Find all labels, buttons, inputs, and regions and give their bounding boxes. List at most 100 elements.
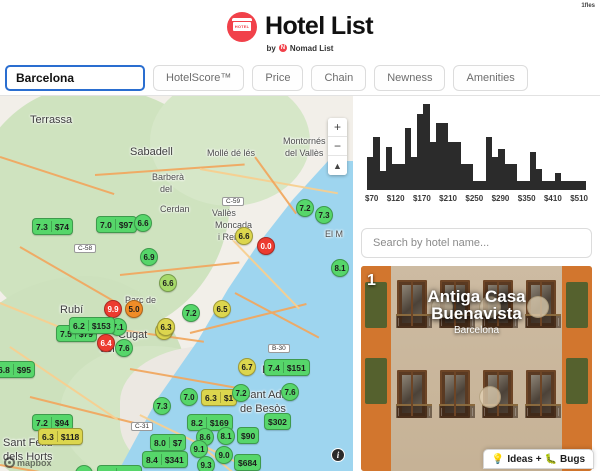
map-canvas[interactable]: Terrassa Sabadell Barberà del Mollé dé lés Mo… xyxy=(0,96,353,471)
histogram-bar xyxy=(417,114,424,190)
map-hotel-marker[interactable]: 0.0 xyxy=(257,237,275,255)
marker-score: 8.4 xyxy=(146,454,158,465)
histogram-bar xyxy=(423,104,430,190)
histogram-bar xyxy=(517,181,524,190)
filter-hotelscore[interactable]: HotelScore™ xyxy=(153,64,245,91)
histogram-bar xyxy=(485,136,492,190)
marker-price: $1 xyxy=(223,392,234,403)
map-hotel-marker[interactable]: 7.4 $151 xyxy=(264,359,310,376)
map-hotel-marker[interactable]: 8.4 $341 xyxy=(142,451,188,468)
marker-price: $74 xyxy=(54,221,70,232)
logo-sign-text: HOTEL xyxy=(233,22,252,31)
histogram-bar xyxy=(548,181,555,190)
map-hotel-marker[interactable]: 7.2 $118 xyxy=(97,465,143,471)
marker-score: 7.2 xyxy=(299,203,311,213)
histogram-bar xyxy=(398,164,405,190)
filter-chain[interactable]: Chain xyxy=(311,64,367,91)
map-hotel-marker[interactable]: $90 xyxy=(237,427,260,444)
map-hotel-marker[interactable]: 6.8 $95 xyxy=(0,361,36,378)
map-hotel-marker[interactable]: 6.6 xyxy=(235,227,253,245)
map-hotel-marker[interactable]: 9.9 xyxy=(104,300,122,318)
marker-price: $118 xyxy=(120,469,138,471)
marker-price: $341 xyxy=(164,454,184,465)
hotel-card[interactable]: 1 Antiga Casa Buenavista Barcelona xyxy=(361,266,592,471)
hotel-search xyxy=(361,228,592,258)
compass-icon[interactable]: ▲ xyxy=(328,156,347,175)
marker-separator xyxy=(282,362,284,373)
price-histogram[interactable]: $70 $120 $170 $210 $250 $290 $350 $410 $510 xyxy=(361,104,592,224)
map-place-label: Cerdan xyxy=(160,204,190,214)
map-hotel-marker[interactable]: 7.6 xyxy=(281,383,299,401)
map-hotel-marker[interactable]: 6.4 xyxy=(97,334,115,352)
city-search-input[interactable]: Barcelona xyxy=(5,64,145,91)
map-hotel-marker[interactable]: 7.2 xyxy=(232,384,250,402)
map-hotel-marker[interactable]: 7.6 xyxy=(115,339,133,357)
marker-price: $95 xyxy=(16,364,32,375)
map-hotel-marker[interactable]: 5.0 xyxy=(125,300,143,318)
map-hotel-marker[interactable]: 6.6 xyxy=(159,274,177,292)
marker-separator xyxy=(87,320,89,331)
marker-price: $302 xyxy=(268,416,287,427)
map-hotel-marker[interactable]: 6.5 xyxy=(213,300,231,318)
map-zoom-controls[interactable]: + − ▲ xyxy=(328,118,347,175)
map-info-icon[interactable]: i xyxy=(331,448,345,462)
page-title: Hotel List xyxy=(265,12,374,40)
filter-amenities[interactable]: Amenities xyxy=(453,64,528,91)
map-hotel-marker[interactable]: 7.0 $97 xyxy=(96,216,138,233)
filter-newness[interactable]: Newness xyxy=(374,64,446,91)
search-input[interactable] xyxy=(361,228,592,258)
map-hotel-marker[interactable]: 7.3 $74 xyxy=(32,218,74,235)
mapbox-logo[interactable]: mapbox xyxy=(4,457,52,468)
hotel-rank-badge: 1 xyxy=(367,272,376,289)
ideas-bugs-button[interactable]: 💡 Ideas + 🐛 Bugs xyxy=(482,449,594,469)
brand: HOTEL Hotel List xyxy=(227,11,374,42)
map-place-label: Moncada xyxy=(215,220,253,230)
marker-separator xyxy=(50,417,52,428)
marker-separator xyxy=(114,219,116,230)
map-hotel-marker[interactable]: 9.0 xyxy=(215,446,233,464)
histogram-bar xyxy=(379,171,386,190)
marker-score: 7.0 xyxy=(100,219,112,230)
facade-window xyxy=(439,280,476,328)
marker-price: $169 xyxy=(209,417,229,428)
map-hotel-marker[interactable]: 6.2 $153 xyxy=(69,317,115,334)
map-place-label: del Vallès xyxy=(285,148,324,158)
map-hotel-marker[interactable]: 7.2 xyxy=(296,199,314,217)
map-hotel-marker[interactable]: 6.3 xyxy=(157,318,175,336)
map-hotel-marker[interactable]: 6.3 $118 xyxy=(38,428,84,445)
map-hotel-marker[interactable]: $302 xyxy=(264,413,291,430)
nomadlist-icon: N xyxy=(278,44,287,52)
marker-price: $94 xyxy=(54,417,70,428)
histogram-tick-label: $120 xyxy=(386,194,405,203)
marker-score: 8.2 xyxy=(191,417,203,428)
histogram-bar xyxy=(410,157,417,190)
map-hotel-marker[interactable]: 7.3 xyxy=(315,206,333,224)
histogram-bar xyxy=(504,164,511,190)
map-hotel-marker[interactable]: 8.1 xyxy=(331,259,349,277)
map-hotel-marker[interactable]: 9.3 xyxy=(197,456,215,471)
map-hotel-marker[interactable]: 7.0 xyxy=(180,388,198,406)
marker-score: 7.2 xyxy=(101,469,113,471)
map-hotel-marker[interactable]: 7.3 xyxy=(153,397,171,415)
hotel-logo-icon: HOTEL xyxy=(227,11,258,42)
map-hotel-marker[interactable]: 8.1 xyxy=(217,427,235,445)
byline-brand[interactable]: Nomad List xyxy=(289,43,334,53)
histogram-bar xyxy=(573,181,580,190)
byline-prefix: by xyxy=(266,43,276,53)
map-hotel-marker[interactable]: 6.6 xyxy=(134,214,152,232)
histogram-bar xyxy=(554,172,561,190)
histogram-bar xyxy=(448,141,455,190)
map-hotel-marker[interactable]: 6.9 xyxy=(140,248,158,266)
histogram-bar xyxy=(579,181,586,190)
zoom-out-button[interactable]: − xyxy=(328,137,347,156)
histogram-axis-labels: $70 $120 $170 $210 $250 $290 $350 $410 $510 xyxy=(361,190,592,203)
map-hotel-marker[interactable]: 6.7 xyxy=(238,358,256,376)
filter-price[interactable]: Price xyxy=(252,64,304,91)
map-hotel-marker[interactable]: $684 xyxy=(234,454,261,471)
map-place-label: Sabadell xyxy=(130,146,173,158)
map-hotel-marker[interactable]: 7.2 xyxy=(182,304,200,322)
map-hotel-marker[interactable]: 8.0 $7 xyxy=(150,434,187,451)
facade-window xyxy=(396,370,433,418)
zoom-in-button[interactable]: + xyxy=(328,118,347,137)
